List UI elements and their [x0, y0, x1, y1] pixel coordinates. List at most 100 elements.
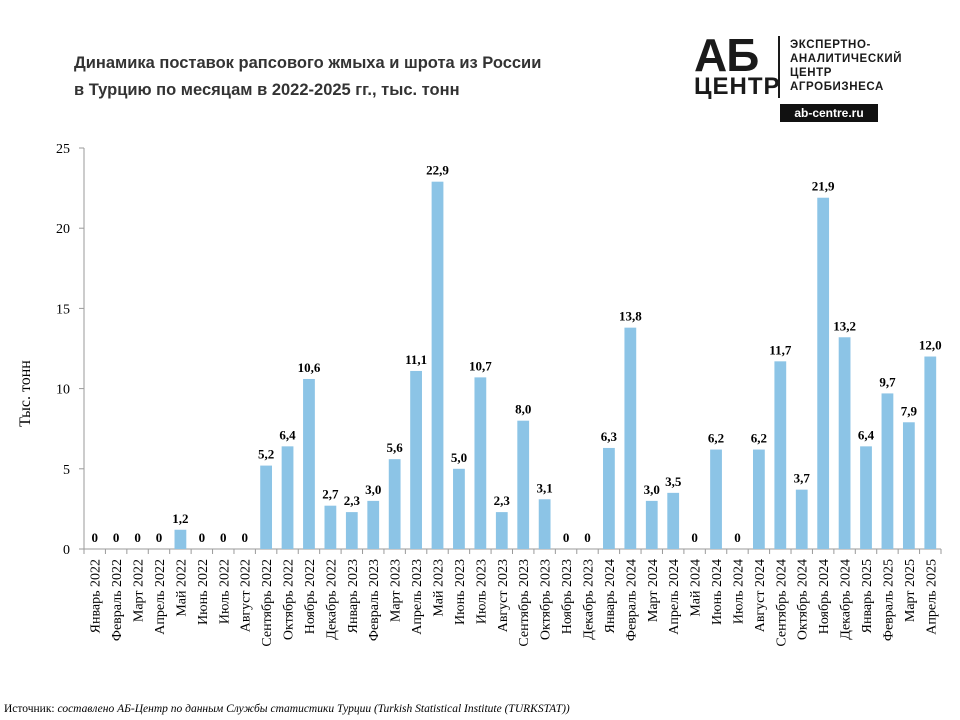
data-label: 3,5: [665, 474, 682, 489]
x-tick-label: Апрель 2023: [410, 559, 425, 635]
bar: [495, 512, 508, 549]
bar: [860, 446, 872, 549]
x-tick-label: Июнь 2023: [453, 559, 468, 625]
logo-text-line: ЦЕНТР: [790, 67, 833, 79]
x-tick-label: Январь 2023: [346, 559, 361, 633]
x-tick-label: Февраль 2022: [110, 559, 125, 641]
bar: [710, 449, 722, 549]
data-label: 0: [156, 530, 163, 545]
x-tick-label: Апрель 2024: [667, 559, 682, 635]
y-tick-label: 10: [56, 383, 70, 398]
bar: [795, 489, 808, 549]
x-tick-label: Ноябрь 2024: [817, 559, 832, 634]
data-label: 0: [220, 530, 227, 545]
y-tick-label: 25: [56, 142, 70, 157]
bar: [388, 459, 401, 549]
data-label: 0: [584, 530, 591, 545]
data-label: 13,2: [833, 318, 856, 333]
y-axis-title: Тыс. тонн: [17, 360, 34, 427]
x-tick-label: Август 2023: [496, 559, 511, 632]
data-label: 2,3: [494, 493, 511, 508]
logo-text-line: АНАЛИТИЧЕСКИЙ: [790, 53, 903, 65]
bar: [410, 370, 422, 549]
data-label: 3,7: [794, 471, 811, 486]
data-label: 8,0: [515, 402, 531, 417]
data-label: 9,7: [879, 374, 896, 389]
x-tick-label: Ноябрь 2023: [560, 559, 575, 634]
logo-text-line: АГРОБИЗНЕСА: [790, 81, 884, 93]
bar: [367, 500, 380, 549]
data-label: 0: [241, 530, 248, 545]
logo-divider: [778, 36, 780, 98]
data-label: 7,9: [901, 403, 918, 418]
x-tick-label: Апрель 2025: [924, 559, 939, 635]
x-tick-label: Ноябрь 2022: [303, 559, 318, 634]
data-label: 10,6: [298, 360, 321, 375]
data-label: 3,0: [644, 482, 660, 497]
x-tick-label: Январь 2025: [860, 559, 875, 633]
x-tick-label: Апрель 2022: [153, 559, 168, 635]
x-tick-label: Январь 2022: [89, 559, 104, 633]
x-tick-label: Сентябрь 2023: [517, 559, 532, 647]
data-label: 6,2: [751, 431, 767, 446]
bar: [303, 378, 315, 549]
data-label: 3,1: [537, 480, 553, 495]
data-label: 10,7: [469, 358, 492, 373]
data-label: 2,3: [344, 493, 361, 508]
x-tick-label: Март 2022: [132, 559, 147, 622]
x-tick-label: Октябрь 2023: [539, 559, 554, 640]
bar: [924, 356, 937, 549]
ab-centre-logo: АБ ЦЕНТР ЭКСПЕРТНО- АНАЛИТИЧЕСКИЙ ЦЕНТР …: [690, 29, 940, 124]
x-tick-label: Сентябрь 2024: [774, 559, 789, 647]
bar: [517, 420, 530, 549]
bar: [774, 361, 787, 549]
logo-text: ЭКСПЕРТНО- АНАЛИТИЧЕСКИЙ ЦЕНТР АГРОБИЗНЕ…: [790, 38, 940, 94]
bar: [474, 377, 487, 549]
x-tick-label: Февраль 2024: [624, 559, 639, 641]
bar: [281, 446, 294, 549]
x-tick-label: Декабрь 2024: [839, 559, 854, 640]
data-label: 2,7: [322, 487, 339, 502]
chart-title-line-1: Динамика поставок рапсового жмыха и шрот…: [74, 54, 542, 72]
x-tick-label: Декабрь 2023: [581, 559, 596, 640]
x-tick-label: Июль 2022: [217, 559, 232, 624]
bar: [324, 505, 337, 549]
x-tick-label: Май 2023: [432, 559, 447, 617]
chart-title: Динамика поставок рапсового жмыха и шрот…: [74, 50, 674, 104]
data-label: 5,2: [258, 447, 274, 462]
x-tick-label: Февраль 2025: [881, 559, 896, 641]
data-label: 5,6: [387, 440, 404, 455]
data-label: 11,7: [769, 342, 792, 357]
bar: [752, 449, 765, 549]
logo-mark-bottom: ЦЕНТР: [694, 73, 781, 100]
x-tick-label: Февраль 2023: [367, 559, 382, 641]
data-label: 0: [691, 530, 698, 545]
x-tick-label: Май 2022: [174, 559, 189, 617]
data-label: 3,0: [365, 482, 381, 497]
bar: [667, 492, 680, 549]
x-tick-label: Сентябрь 2022: [260, 559, 275, 647]
source-note: Источник: составлено АБ-Центр по данным …: [4, 703, 570, 715]
data-label: 6,4: [858, 427, 875, 442]
x-tick-label: Январь 2024: [603, 559, 618, 633]
x-tick-label: Март 2023: [389, 559, 404, 622]
data-label: 0: [134, 530, 141, 545]
bar: [453, 468, 465, 549]
data-label: 5,0: [451, 450, 467, 465]
x-tick-label: Август 2022: [239, 559, 254, 632]
data-label: 13,8: [619, 309, 642, 324]
data-label: 22,9: [426, 163, 449, 178]
x-tick-label: Октябрь 2022: [282, 559, 297, 640]
x-tick-label: Июль 2024: [731, 559, 746, 624]
x-tick-label: Июнь 2022: [196, 559, 211, 625]
source-text: составлено АБ-Центр по данным Службы ста…: [54, 703, 570, 715]
source-lead: Источник:: [4, 703, 55, 715]
logo-mark: АБ ЦЕНТР: [690, 29, 781, 100]
bar: [174, 529, 187, 549]
y-tick-label: 5: [63, 463, 70, 478]
bar: [817, 197, 830, 549]
data-label: 0: [734, 530, 741, 545]
data-label: 0: [91, 530, 98, 545]
x-tick-label: Декабрь 2022: [324, 559, 339, 640]
